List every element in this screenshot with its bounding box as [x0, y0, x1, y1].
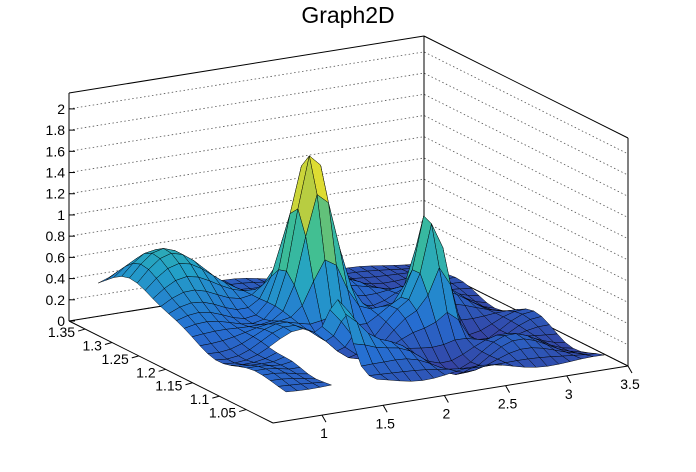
y-tick [158, 368, 166, 372]
y-tick-label: 1.35 [48, 324, 75, 340]
y-tick [104, 341, 113, 345]
x-tick-label: 3.5 [620, 376, 640, 392]
box-edge [68, 35, 425, 94]
box-edge [68, 320, 274, 424]
z-tick-label: 1.6 [46, 143, 66, 159]
z-tick-label: 1.8 [46, 122, 66, 138]
box-edge [423, 35, 629, 139]
x-tick-label: 3 [565, 386, 573, 402]
z-tick-label: 0.2 [46, 292, 66, 308]
x-tick-label: 1.5 [375, 415, 395, 431]
box-edge [272, 365, 629, 424]
x-tick [382, 405, 388, 413]
axes: 0 0.2 0.4 0.6 0.8 1 1.2 1.4 1.6 1.8 2 1 1.5 2 2.5 3 3.5 1… [46, 93, 640, 441]
grid-line [68, 51, 629, 155]
z-tick-label: 0.8 [46, 228, 66, 244]
grid-line [68, 115, 629, 218]
x-tick [443, 395, 449, 403]
x-tick-label: 2.5 [498, 396, 518, 412]
y-tick-label: 1.3 [82, 337, 102, 353]
y-tick [239, 409, 247, 413]
z-tick-label: 1 [57, 207, 65, 223]
y-tick [185, 382, 193, 386]
y-tick [131, 355, 139, 359]
surface-cell [277, 384, 299, 393]
x-tick [627, 365, 633, 374]
z-tick-label: 0.6 [46, 249, 66, 265]
x-tick [566, 375, 572, 384]
grid-line [68, 72, 629, 176]
x-tick-label: 2 [442, 405, 450, 421]
z-tick-label: 2 [57, 101, 65, 117]
y-tick [212, 395, 220, 399]
x-tick [505, 385, 511, 393]
y-tick-label: 1.05 [209, 405, 236, 421]
y-tick-label: 1.1 [190, 391, 210, 407]
z-tick-label: 1.4 [46, 165, 66, 181]
grid-line [68, 157, 629, 261]
x-tick [321, 414, 327, 423]
surface-mesh [97, 155, 605, 393]
z-tick-label: 0 [57, 313, 65, 329]
surface-cell [368, 374, 390, 381]
grid-line [68, 136, 629, 240]
z-tick-label: 0.4 [46, 271, 66, 287]
y-tick [77, 328, 86, 332]
z-tick-label: 1.2 [46, 186, 66, 202]
grid-line [68, 93, 629, 197]
y-tick-label: 1.2 [136, 364, 156, 380]
chart-title: Graph2D [301, 2, 395, 28]
y-tick-label: 1.25 [102, 351, 129, 367]
y-tick-label: 1.15 [155, 378, 182, 394]
x-tick-label: 1 [320, 425, 328, 441]
